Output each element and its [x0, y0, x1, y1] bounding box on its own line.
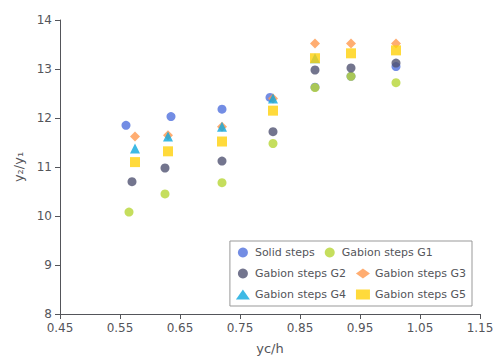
svg-text:0.75: 0.75 [227, 321, 254, 335]
svg-text:yᴄ/h: yᴄ/h [256, 341, 283, 356]
svg-text:Gabion steps G5: Gabion steps G5 [375, 288, 466, 301]
svg-text:9: 9 [44, 258, 52, 272]
svg-text:1.05: 1.05 [407, 321, 434, 335]
svg-text:Gabion steps G3: Gabion steps G3 [375, 267, 466, 280]
svg-text:0.45: 0.45 [47, 321, 74, 335]
svg-text:Gabion steps G2: Gabion steps G2 [255, 267, 346, 280]
svg-text:0.95: 0.95 [347, 321, 374, 335]
svg-text:0.85: 0.85 [287, 321, 314, 335]
svg-text:1.15: 1.15 [467, 321, 494, 335]
svg-text:12: 12 [37, 111, 52, 125]
svg-text:10: 10 [37, 209, 52, 223]
svg-text:13: 13 [37, 62, 52, 76]
svg-text:0.55: 0.55 [107, 321, 134, 335]
svg-text:Solid steps: Solid steps [255, 246, 315, 259]
svg-text:0.65: 0.65 [167, 321, 194, 335]
svg-text:Gabion steps G1: Gabion steps G1 [342, 246, 433, 259]
svg-text:y₂/y₁: y₂/y₁ [11, 152, 26, 182]
svg-text:Gabion steps G4: Gabion steps G4 [255, 288, 346, 301]
svg-text:8: 8 [44, 307, 52, 321]
svg-text:11: 11 [37, 160, 52, 174]
svg-text:14: 14 [37, 13, 52, 27]
